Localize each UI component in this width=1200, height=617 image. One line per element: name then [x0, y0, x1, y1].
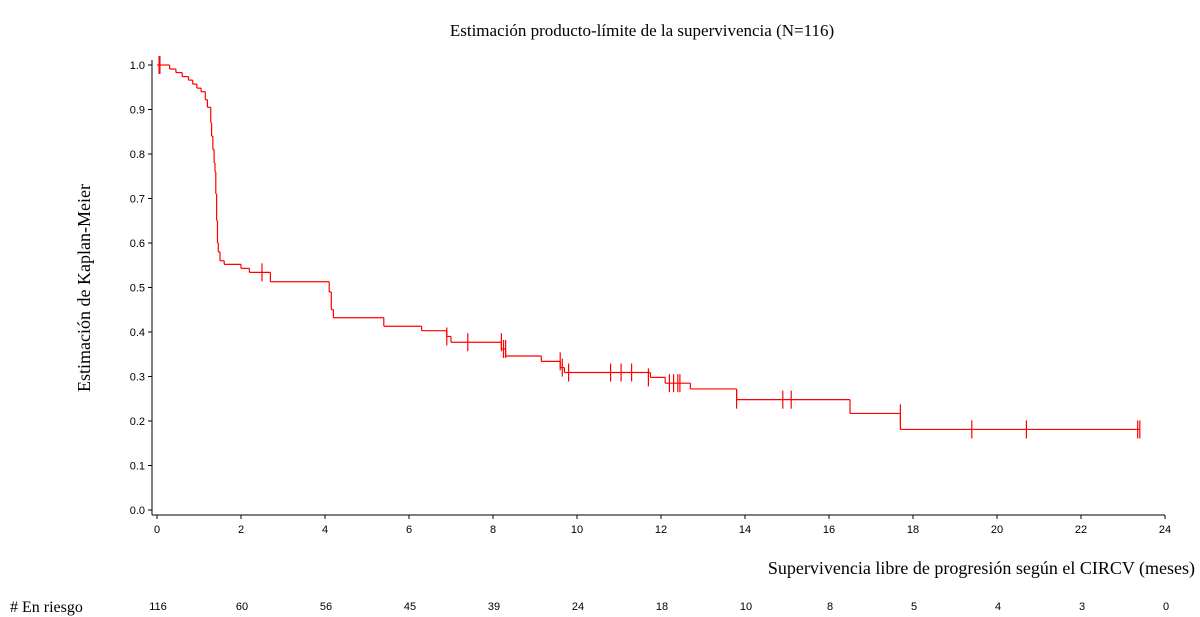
at-risk-count: 3 [1079, 601, 1085, 613]
y-tick-label: 0.3 [130, 372, 145, 384]
at-risk-count: 5 [911, 601, 917, 613]
y-tick-label: 0.2 [130, 416, 145, 428]
x-tick-label: 8 [490, 524, 496, 536]
x-tick-label: 18 [907, 524, 919, 536]
x-tick-label: 16 [823, 524, 835, 536]
x-tick-label: 22 [1075, 524, 1087, 536]
y-tick-label: 0.9 [130, 105, 145, 117]
y-tick-label: 0.8 [130, 149, 145, 161]
at-risk-count: 24 [572, 601, 584, 613]
at-risk-count: 60 [236, 601, 248, 613]
y-tick-label: 0.4 [130, 327, 145, 339]
x-tick-label: 4 [322, 524, 328, 536]
y-tick-label: 1.0 [130, 60, 145, 72]
at-risk-count: 4 [995, 601, 1001, 613]
at-risk-count: 8 [827, 601, 833, 613]
x-tick-label: 12 [655, 524, 667, 536]
x-tick-label: 20 [991, 524, 1003, 536]
x-tick-label: 24 [1159, 524, 1171, 536]
y-tick-label: 0.6 [130, 238, 145, 250]
at-risk-count: 56 [320, 601, 332, 613]
x-tick-label: 14 [739, 524, 751, 536]
at-risk-count: 0 [1163, 601, 1169, 613]
x-tick-label: 2 [238, 524, 244, 536]
at-risk-label: # En riesgo [10, 599, 83, 616]
y-axis-label: Estimación de Kaplan-Meier [74, 184, 94, 392]
at-risk-count: 116 [149, 601, 167, 613]
at-risk-count: 10 [740, 601, 752, 613]
at-risk-count: 39 [488, 601, 500, 613]
x-tick-label: 0 [154, 524, 160, 536]
x-axis-label: Supervivencia libre de progresión según … [768, 558, 1195, 579]
x-tick-label: 10 [571, 524, 583, 536]
at-risk-count: 18 [656, 601, 668, 613]
chart-title: Estimación producto-límite de la supervi… [450, 21, 834, 40]
y-tick-label: 0.5 [130, 283, 145, 295]
y-tick-label: 0.0 [130, 505, 145, 517]
y-tick-label: 0.1 [130, 461, 145, 473]
y-tick-label: 0.7 [130, 194, 145, 206]
x-tick-label: 6 [406, 524, 412, 536]
at-risk-count: 45 [404, 601, 416, 613]
